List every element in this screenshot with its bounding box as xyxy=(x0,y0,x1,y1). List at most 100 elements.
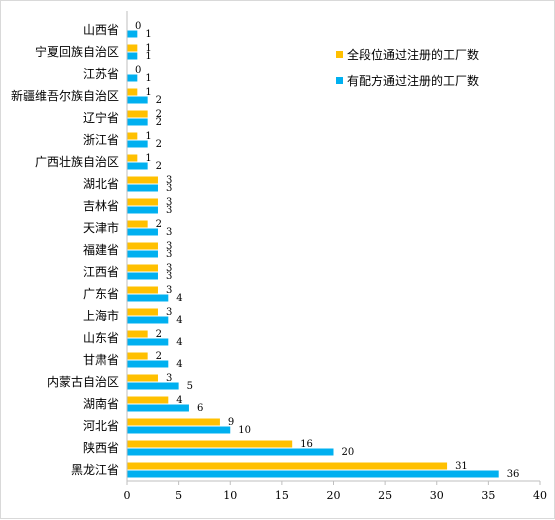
category-label: 辽宁省 xyxy=(83,110,119,125)
data-label: 5 xyxy=(187,381,193,392)
bar-series-a xyxy=(127,110,148,118)
data-label: 0 xyxy=(135,65,141,76)
data-label: 0 xyxy=(135,21,141,32)
data-label: 2 xyxy=(156,117,162,128)
bar-series-a xyxy=(127,44,138,52)
bar-series-a xyxy=(127,220,148,228)
category-label: 新疆维吾尔族自治区 xyxy=(11,88,119,103)
bar-series-a xyxy=(127,176,158,184)
data-label: 3 xyxy=(166,205,172,216)
data-label: 4 xyxy=(176,315,182,326)
category-label: 江西省 xyxy=(83,265,119,279)
data-label: 31 xyxy=(455,461,468,472)
x-tick-label: 10 xyxy=(223,489,237,502)
bar-series-b xyxy=(127,74,138,82)
bar-series-a xyxy=(127,286,158,294)
bar-series-a xyxy=(127,154,138,162)
bar-series-a xyxy=(127,88,138,96)
bar-series-b xyxy=(127,448,334,456)
x-tick-label: 25 xyxy=(378,489,392,502)
legend-label: 有配方通过注册的工厂数 xyxy=(347,73,479,88)
data-label: 3 xyxy=(166,263,172,274)
category-label: 天津市 xyxy=(83,220,119,235)
bar-series-b xyxy=(127,272,158,280)
data-label: 16 xyxy=(300,439,313,450)
bar-series-b xyxy=(127,250,158,258)
data-label: 1 xyxy=(145,153,151,164)
data-label: 2 xyxy=(156,351,162,362)
data-label: 2 xyxy=(156,95,162,106)
bar-series-a xyxy=(127,462,448,470)
bar-series-b xyxy=(127,338,169,346)
category-label: 河北省 xyxy=(83,419,119,433)
category-label: 湖北省 xyxy=(83,176,119,191)
data-label: 3 xyxy=(166,197,172,208)
data-label: 1 xyxy=(145,87,151,98)
bar-series-a xyxy=(127,308,158,316)
bar-series-b xyxy=(127,316,169,324)
legend-swatch xyxy=(336,77,343,84)
bar-series-b xyxy=(127,382,179,390)
category-label: 广西壮族自治区 xyxy=(35,155,119,169)
data-label: 6 xyxy=(197,403,203,414)
bar-series-b xyxy=(127,184,158,192)
data-label: 4 xyxy=(176,359,182,370)
bar-series-b xyxy=(127,118,148,126)
data-label: 3 xyxy=(166,373,172,384)
legend-swatch xyxy=(336,51,343,58)
axes-group: 0 5 10 15 20 25 30 35 40 xyxy=(124,11,547,502)
data-label: 9 xyxy=(228,417,234,428)
bar-series-a xyxy=(127,374,158,382)
category-label: 浙江省 xyxy=(83,133,119,147)
x-tick-label: 0 xyxy=(124,489,131,502)
bar-series-b xyxy=(127,162,148,170)
bar-series-b xyxy=(127,30,138,38)
x-tick-label: 20 xyxy=(327,489,341,502)
data-label: 1 xyxy=(145,43,151,54)
data-label: 4 xyxy=(176,293,182,304)
data-label: 36 xyxy=(507,469,520,480)
bar-series-a xyxy=(127,242,158,250)
bar-series-a xyxy=(127,198,158,206)
bar-series-a xyxy=(127,264,158,272)
bar-series-a xyxy=(127,352,148,360)
category-label: 陕西省 xyxy=(83,440,119,455)
category-label: 宁夏回族自治区 xyxy=(35,44,119,59)
data-label: 1 xyxy=(145,131,151,142)
bar-series-b xyxy=(127,228,158,236)
data-label: 1 xyxy=(145,51,151,62)
data-label: 1 xyxy=(145,29,151,40)
bar-series-a xyxy=(127,132,138,140)
category-label: 山东省 xyxy=(83,331,119,345)
x-tick-label: 5 xyxy=(175,489,182,502)
bar-series-b xyxy=(127,96,148,104)
bar-series-a xyxy=(127,330,148,338)
category-label: 湖南省 xyxy=(83,396,119,411)
bar-series-a xyxy=(127,418,220,426)
category-label: 内蒙古自治区 xyxy=(47,374,119,389)
category-label: 广东省 xyxy=(83,287,119,301)
bar-series-b xyxy=(127,404,189,412)
bar-series-a xyxy=(127,440,293,448)
data-label: 3 xyxy=(166,285,172,296)
x-tick-label: 40 xyxy=(533,489,547,502)
bar-series-a xyxy=(127,396,169,404)
bar-series-b xyxy=(127,426,231,434)
category-label: 甘肃省 xyxy=(83,353,119,367)
category-label: 吉林省 xyxy=(83,199,119,213)
data-label: 2 xyxy=(156,139,162,150)
bar-series-b xyxy=(127,294,169,302)
data-label: 4 xyxy=(176,337,182,348)
bar-series-b xyxy=(127,470,499,478)
data-label: 4 xyxy=(176,395,182,406)
data-label: 2 xyxy=(156,329,162,340)
data-label: 3 xyxy=(166,241,172,252)
category-label: 上海市 xyxy=(83,308,119,323)
bar-series-b xyxy=(127,140,148,148)
data-label: 2 xyxy=(156,109,162,120)
category-label: 江苏省 xyxy=(83,67,119,81)
x-tick-label: 30 xyxy=(430,489,444,502)
